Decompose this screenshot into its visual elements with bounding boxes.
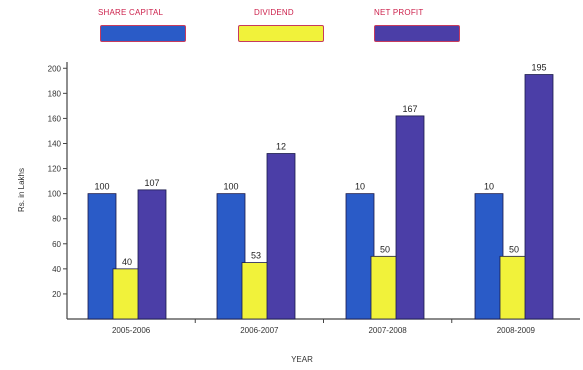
bar-dividend [241, 262, 271, 320]
bar-dividend [499, 255, 529, 320]
x-axis-title: YEAR [291, 355, 313, 364]
data-label-net-profit: 167 [402, 104, 417, 114]
y-tick-label: 100 [48, 190, 62, 199]
y-tick-label: 160 [48, 114, 62, 123]
bar-share-capital [87, 193, 117, 320]
data-label-net-profit: 195 [531, 63, 546, 73]
legend-label-net-profit: NET PROFIT [374, 8, 424, 17]
bar-share-capital [474, 193, 504, 320]
legend-label-dividend: DIVIDEND [254, 8, 294, 17]
bar-share-capital [216, 193, 246, 320]
data-label-dividend: 50 [509, 244, 519, 254]
data-label-share-capital: 10 [355, 182, 365, 192]
chart-bars [87, 74, 554, 320]
y-tick-label: 20 [52, 290, 61, 299]
y-tick-label: 140 [48, 139, 62, 148]
data-label-net-profit: 12 [276, 142, 286, 152]
data-label-share-capital: 100 [223, 182, 238, 192]
bar-net-profit [137, 189, 167, 320]
bar-dividend [112, 268, 142, 320]
data-label-dividend: 40 [122, 257, 132, 267]
bar-net-profit [266, 153, 296, 320]
x-tick-label: 2007-2008 [368, 326, 407, 335]
x-tick-label: 2008-2009 [497, 326, 536, 335]
y-tick-label: 120 [48, 165, 62, 174]
bar-net-profit [524, 74, 554, 320]
data-label-share-capital: 10 [484, 182, 494, 192]
data-label-dividend: 50 [380, 244, 390, 254]
x-tick-label: 2006-2007 [240, 326, 279, 335]
x-axis-ticks: 2005-2006 2006-2007 2007-2008 2008-2009 [112, 319, 536, 335]
data-labels: 100 40 107 100 53 12 10 50 167 10 50 195 [94, 63, 546, 267]
data-label-dividend: 53 [251, 251, 261, 261]
legend-label-share-capital: SHARE CAPITAL [98, 8, 164, 17]
y-axis-ticks: 20 40 60 80 100 120 140 160 180 200 [48, 64, 67, 299]
y-tick-label: 60 [52, 240, 61, 249]
y-tick-label: 80 [52, 215, 61, 224]
data-label-share-capital: 100 [94, 182, 109, 192]
chart-legend: SHARE CAPITAL DIVIDEND NET PROFIT [0, 8, 583, 48]
legend-swatch-share-capital [100, 25, 186, 42]
bar-net-profit [395, 115, 425, 320]
y-tick-label: 40 [52, 265, 61, 274]
y-tick-label: 200 [48, 64, 62, 73]
y-tick-label: 180 [48, 89, 62, 98]
bar-share-capital [345, 193, 375, 320]
bar-dividend [370, 255, 400, 320]
data-label-net-profit: 107 [144, 178, 159, 188]
legend-swatch-dividend [238, 25, 324, 42]
legend-swatch-net-profit [374, 25, 460, 42]
y-axis-title: Rs. in Lakhs [17, 168, 26, 212]
x-tick-label: 2005-2006 [112, 326, 151, 335]
